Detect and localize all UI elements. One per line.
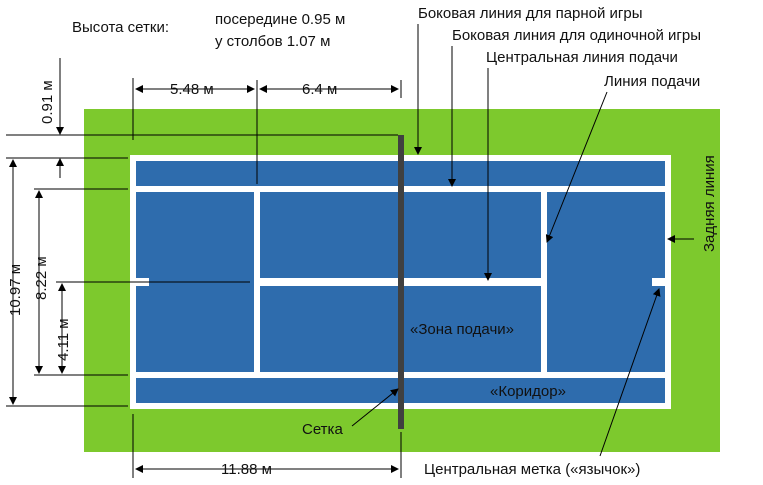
callout-net: Сетка — [302, 421, 343, 438]
service-box-right-top — [404, 192, 541, 278]
dim-label-half-length: 11.88 м — [221, 461, 272, 478]
dim-label-post-offset: 0.91 м — [39, 80, 56, 124]
dim-label-half-singles: 4.11 м — [55, 318, 72, 361]
backcourt-right — [547, 192, 665, 372]
callout-doubles-sideline: Боковая линия для парной игры — [418, 5, 643, 22]
dim-label-singles-width: 8.22 м — [33, 256, 50, 300]
center-mark-right — [652, 278, 665, 286]
callout-service-line: Линия подачи — [604, 73, 700, 90]
service-box-left-bottom — [260, 286, 401, 372]
dim-label-baseline-service: 5.48 м — [170, 81, 214, 98]
pointer-service-line — [545, 91, 608, 243]
callout-baseline: Задняя линия — [701, 155, 718, 252]
service-box-left-top — [260, 192, 401, 278]
callout-center-mark: Центральная метка («язычок») — [424, 461, 640, 478]
dim-label-doubles-width: 10.97 м — [7, 264, 24, 316]
net-height-posts: у столбов 1.07 м — [215, 33, 330, 50]
label-service-box: «Зона подачи» — [410, 321, 514, 338]
callout-center-service-line: Центральная линия подачи — [486, 49, 678, 66]
net — [398, 135, 404, 429]
pointer-net — [351, 388, 399, 427]
callout-singles-sideline: Боковая линия для одиночной игры — [452, 27, 701, 44]
service-box-right-bottom — [404, 286, 541, 372]
net-height-label: Высота сетки: — [72, 19, 169, 36]
dim-label-service-net: 6.4 м — [302, 81, 337, 98]
net-height-middle: посередине 0.95 м — [215, 11, 345, 28]
pointer-center-mark — [599, 288, 661, 457]
label-alley: «Коридор» — [490, 383, 566, 400]
